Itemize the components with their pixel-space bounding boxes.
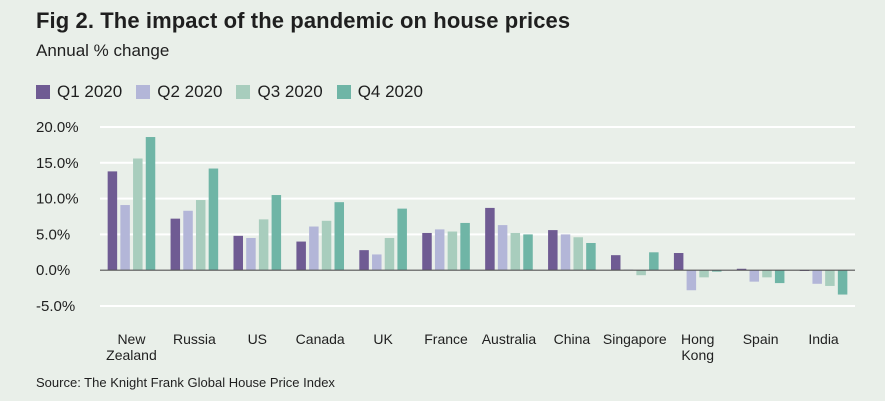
legend-label: Q4 2020 (357, 82, 423, 101)
bar (120, 205, 130, 271)
category-label-line: Kong (681, 347, 714, 363)
legend-label: Q2 2020 (157, 82, 223, 101)
legend-item-2: Q3 2020 (236, 82, 323, 102)
x-category-label: Spain (743, 331, 779, 347)
category-label-line: China (554, 331, 591, 347)
x-category-label: Hong Kong (681, 331, 714, 363)
bar (334, 202, 345, 271)
x-category-label: UK (373, 331, 393, 347)
bar (246, 237, 256, 271)
category-label-line: Spain (743, 331, 779, 347)
legend-swatch (236, 85, 251, 99)
legend-swatch (136, 85, 151, 99)
bar (460, 222, 470, 271)
y-tick-label: -5.0% (36, 298, 75, 315)
chart-source: Source: The Knight Frank Global House Pr… (36, 375, 335, 390)
bar (825, 270, 835, 286)
category-label-line: Australia (482, 331, 537, 347)
category-label-line: Canada (296, 331, 345, 347)
category-label-line: France (424, 331, 468, 347)
bar (107, 171, 118, 271)
x-category-label: Russia (173, 331, 216, 347)
legend-label: Q3 2020 (257, 82, 323, 101)
category-label-line: Singapore (603, 331, 667, 347)
bar (447, 231, 458, 271)
chart-title: Fig 2. The impact of the pandemic on hou… (36, 8, 571, 33)
y-tick-label: 0.0% (36, 262, 70, 279)
bar (712, 270, 722, 272)
bar (749, 270, 760, 282)
bar (686, 270, 697, 291)
x-category-label: Australia (482, 331, 537, 347)
bar (309, 226, 319, 271)
category-label-line: Russia (173, 331, 216, 347)
category-label-line: UK (373, 331, 393, 347)
chart-legend: Q1 2020 Q2 2020 Q3 2020 Q4 2020 (36, 82, 423, 102)
bar (560, 234, 571, 271)
bar (736, 268, 747, 271)
y-tick-label: 10.0% (36, 191, 79, 208)
bar (321, 220, 332, 271)
bar (762, 270, 772, 278)
category-label-line: US (248, 331, 267, 347)
bar (133, 158, 143, 271)
bar (548, 230, 558, 271)
category-label-line: New (117, 331, 146, 347)
y-tick-label: 5.0% (36, 226, 70, 243)
legend-item-3: Q4 2020 (336, 82, 423, 102)
bar (812, 270, 822, 284)
bar (573, 237, 583, 271)
bar (510, 232, 521, 271)
bar (296, 241, 306, 271)
x-category-label: China (554, 331, 591, 347)
bar (774, 270, 785, 284)
x-category-label: New Zealand (106, 331, 157, 363)
legend-item-0: Q1 2020 (36, 82, 122, 102)
y-tick-label: 15.0% (36, 155, 79, 172)
chart-subtitle: Annual % change (36, 41, 170, 60)
bar (497, 225, 508, 271)
bar (170, 218, 181, 271)
category-label-line: Hong (681, 331, 714, 347)
legend-label: Q1 2020 (57, 82, 123, 101)
x-category-label: Canada (296, 331, 345, 347)
bar (610, 255, 621, 271)
bar (523, 234, 533, 271)
bar (397, 208, 407, 271)
bar (384, 237, 395, 271)
legend-item-1: Q2 2020 (136, 82, 222, 102)
x-category-label: France (424, 331, 468, 347)
bar (372, 254, 382, 271)
bar (485, 207, 495, 271)
bar (586, 242, 596, 271)
bar (233, 235, 243, 271)
bar (359, 250, 369, 271)
bar (145, 137, 156, 271)
bar (636, 270, 646, 276)
category-label-line: India (808, 331, 839, 347)
x-category-label: Singapore (603, 331, 667, 347)
bar (434, 229, 445, 271)
bar (183, 210, 193, 271)
bar (258, 219, 269, 271)
bar (195, 200, 206, 271)
bar (649, 252, 659, 271)
legend-swatch (36, 85, 50, 99)
category-label-line: Zealand (106, 347, 157, 363)
x-category-label: US (248, 331, 267, 347)
bar (673, 253, 684, 271)
bar (208, 168, 219, 271)
y-tick-label: 20.0% (36, 119, 79, 136)
x-category-label: India (808, 331, 839, 347)
bar (837, 270, 848, 295)
legend-swatch (336, 85, 351, 99)
bar (699, 270, 709, 278)
bar (271, 195, 282, 271)
bar (422, 232, 432, 271)
